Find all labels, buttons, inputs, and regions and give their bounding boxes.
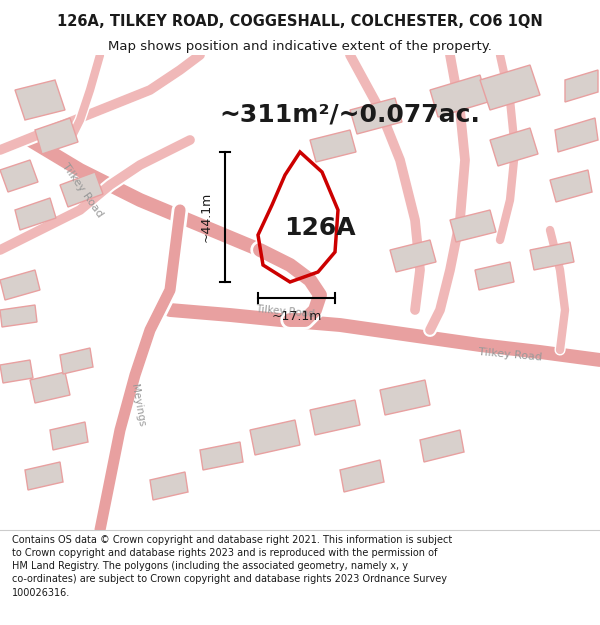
Polygon shape (50, 422, 88, 450)
Polygon shape (310, 130, 356, 162)
Polygon shape (340, 460, 384, 492)
Polygon shape (555, 118, 598, 152)
Text: Tilkey Road: Tilkey Road (59, 161, 104, 219)
Polygon shape (15, 198, 56, 230)
Polygon shape (0, 270, 40, 300)
Polygon shape (380, 380, 430, 415)
Polygon shape (0, 305, 37, 327)
Polygon shape (310, 400, 360, 435)
Polygon shape (60, 172, 103, 207)
Text: Meyings: Meyings (130, 383, 146, 427)
Polygon shape (0, 160, 38, 192)
Text: ~311m²/~0.077ac.: ~311m²/~0.077ac. (220, 103, 481, 127)
Polygon shape (60, 348, 93, 374)
Polygon shape (250, 420, 300, 455)
Text: 126A, TILKEY ROAD, COGGESHALL, COLCHESTER, CO6 1QN: 126A, TILKEY ROAD, COGGESHALL, COLCHESTE… (57, 14, 543, 29)
Polygon shape (450, 210, 496, 242)
Polygon shape (430, 75, 488, 117)
Polygon shape (15, 80, 65, 120)
Text: ~17.1m: ~17.1m (271, 310, 322, 323)
Polygon shape (150, 472, 188, 500)
Text: Contains OS data © Crown copyright and database right 2021. This information is : Contains OS data © Crown copyright and d… (12, 535, 452, 598)
Polygon shape (490, 128, 538, 166)
Polygon shape (35, 118, 78, 154)
Polygon shape (0, 360, 33, 383)
Polygon shape (200, 442, 243, 470)
Polygon shape (565, 70, 598, 102)
Polygon shape (480, 65, 540, 110)
Text: 126A: 126A (284, 216, 356, 240)
Polygon shape (550, 170, 592, 202)
Polygon shape (350, 98, 402, 134)
Polygon shape (420, 430, 464, 462)
Polygon shape (30, 372, 70, 403)
Polygon shape (25, 462, 63, 490)
Polygon shape (475, 262, 514, 290)
Text: Tilkey Road: Tilkey Road (478, 348, 542, 362)
Polygon shape (530, 242, 574, 270)
Polygon shape (390, 240, 436, 272)
Text: ~44.1m: ~44.1m (200, 192, 213, 242)
Text: Tilkey Road: Tilkey Road (255, 304, 315, 319)
Text: Map shows position and indicative extent of the property.: Map shows position and indicative extent… (108, 39, 492, 52)
